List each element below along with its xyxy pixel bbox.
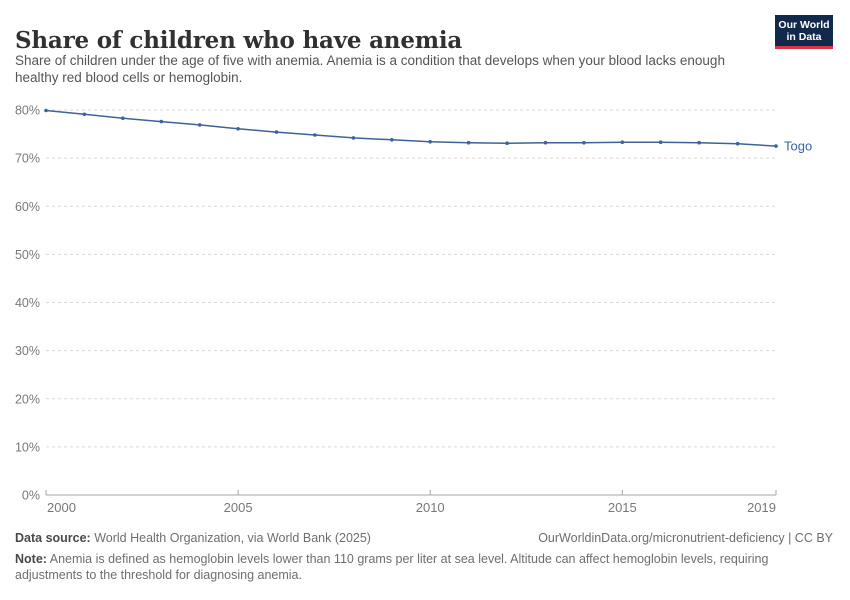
x-tick-label: 2000 [47, 500, 76, 515]
data-point [121, 116, 125, 120]
data-point [82, 112, 87, 117]
data-point [582, 140, 586, 145]
y-tick-label: 20% [15, 392, 40, 406]
data-point [620, 140, 625, 144]
data-point [543, 140, 548, 145]
owid-logo-line2: in Data [786, 30, 822, 43]
y-tick-label: 60% [15, 200, 40, 214]
y-tick-label: 80% [15, 104, 40, 118]
data-point [428, 140, 433, 144]
owid-logo-line1: Our World [778, 18, 830, 31]
x-tick-label: 2019 [747, 500, 776, 515]
data-point [774, 144, 778, 148]
y-tick-label: 0% [22, 489, 40, 503]
togo-line-series [45, 109, 777, 147]
data-point [390, 138, 394, 142]
data-point [313, 133, 317, 137]
data-point [236, 127, 240, 131]
owid-url-link[interactable]: OurWorldinData.org/micronutrient-deficie… [538, 531, 833, 545]
x-tick-label: 2005 [224, 500, 253, 515]
data-point [735, 141, 740, 146]
owid-logo-text: Our World in Data [778, 19, 829, 43]
data-point [466, 140, 471, 145]
x-tick-label: 2015 [608, 500, 637, 515]
x-tick-label: 2010 [416, 500, 445, 515]
data-point [697, 140, 701, 145]
data-point [159, 119, 164, 124]
y-tick-label: 50% [15, 248, 40, 262]
y-tick-label: 10% [15, 440, 40, 454]
data-point [274, 130, 279, 134]
y-tick-label: 70% [15, 152, 40, 166]
series-end-label[interactable]: Togo [784, 139, 812, 154]
chart-subtitle: Share of children under the age of five … [15, 53, 725, 85]
data-point [658, 140, 663, 144]
y-tick-label: 30% [15, 344, 40, 358]
owid-logo: Our World in Data [775, 15, 833, 49]
data-point [197, 123, 202, 127]
data-point [44, 108, 48, 113]
y-tick-label: 40% [15, 296, 40, 310]
data-point [351, 136, 356, 140]
chart-title: Share of children who have anemia [15, 27, 463, 55]
data-point [505, 141, 509, 145]
